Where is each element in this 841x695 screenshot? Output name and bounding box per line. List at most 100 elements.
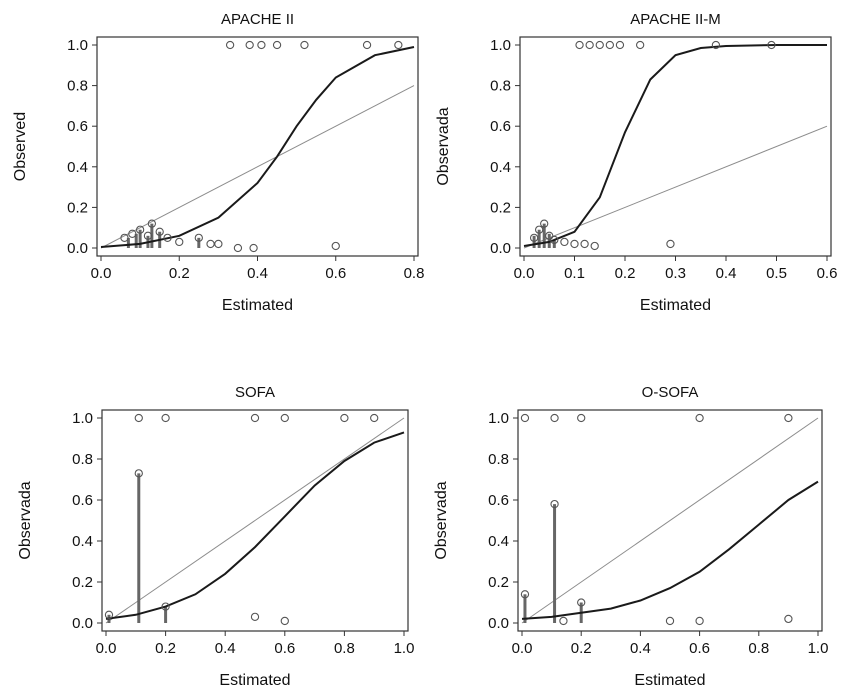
chart-title: O-SOFA: [642, 384, 699, 401]
data-point: [163, 233, 172, 242]
data-point: [560, 237, 569, 247]
data-point: [590, 241, 599, 251]
x-tick-label: 0.1: [564, 265, 585, 282]
x-tick-label: 0.8: [334, 640, 355, 657]
y-axis-label: Observada: [17, 481, 34, 559]
y-axis-label: Observada: [433, 481, 450, 559]
y-tick-label: 1.0: [490, 37, 511, 54]
data-point: [120, 233, 129, 242]
x-tick-label: 0.4: [716, 265, 737, 282]
data-point: [134, 413, 143, 423]
x-tick-label: 0.6: [817, 265, 838, 282]
reference-line: [100, 85, 415, 249]
x-tick-label: 0.4: [247, 265, 268, 282]
data-point: [143, 231, 153, 240]
y-tick-label: 0.8: [488, 451, 509, 468]
data-point: [520, 590, 530, 599]
x-tick-label: 0.0: [96, 640, 117, 657]
x-tick-label: 1.0: [394, 640, 415, 657]
x-tick-label: 0.0: [512, 640, 533, 657]
data-point: [550, 235, 559, 245]
data-point: [665, 616, 675, 626]
data-point: [585, 40, 594, 50]
chart-title: APACHE II: [221, 11, 294, 28]
data-point: [362, 40, 372, 50]
y-tick-label: 0.8: [72, 451, 93, 468]
x-axis-label: Estimated: [219, 672, 290, 689]
x-tick-label: 0.6: [325, 265, 346, 282]
fitted-curve: [105, 431, 405, 620]
x-tick-label: 0.3: [665, 265, 686, 282]
chart-panel-2: APACHE II-M 0.0 0.2 0.4 0.6 0.8 1.0 0.0 0.1 0.2 0.…: [435, 11, 837, 314]
data-point: [550, 499, 559, 509]
data-point: [394, 40, 403, 50]
data-point: [784, 413, 793, 423]
y-tick-label: 0.6: [488, 492, 509, 509]
data-point: [250, 612, 260, 621]
x-tick-label: 0.2: [615, 265, 636, 282]
x-tick-label: 0.0: [514, 265, 535, 282]
data-point: [161, 413, 170, 423]
data-point: [666, 239, 675, 249]
plot-frame: [517, 409, 823, 632]
data-point: [695, 413, 704, 423]
chart-title: SOFA: [235, 384, 275, 401]
data-point: [134, 469, 143, 478]
y-tick-label: 0.6: [490, 118, 511, 135]
plot-area: [520, 413, 819, 626]
fitted-curve: [100, 46, 415, 248]
fitted-curve: [523, 44, 827, 247]
data-point: [520, 413, 530, 423]
chart-panel-4: O-SOFA 0.0 0.2 0.4 0.6 0.8 1.0 0.0 0.2 0.4 0.6 0.8 1…: [433, 384, 828, 689]
data-point: [233, 243, 243, 253]
data-point: [580, 239, 589, 249]
data-point: [249, 243, 258, 253]
y-axis-label: Observed: [12, 112, 29, 181]
data-point: [370, 413, 379, 423]
data-point: [175, 237, 184, 247]
data-point: [250, 413, 260, 423]
data-point: [135, 225, 145, 234]
y-tick-label: 0.6: [67, 118, 88, 135]
data-point: [575, 40, 584, 50]
y-tick-label: 0.0: [488, 615, 509, 632]
data-point: [194, 233, 203, 242]
data-point: [340, 413, 349, 423]
data-point: [559, 616, 568, 626]
y-tick-label: 0.8: [67, 78, 88, 95]
y-tick-label: 0.2: [72, 574, 93, 591]
x-tick-label: 0.4: [630, 640, 651, 657]
plot-area: [100, 40, 415, 253]
chart-panel-1: APACHE II 0.0 0.2 0.4 0.6 0.8 1.0 0.0 0.2 0.4 0.6 0…: [12, 11, 424, 314]
x-tick-label: 0.6: [689, 640, 710, 657]
x-tick-label: 0.4: [215, 640, 236, 657]
x-axis-label: Estimated: [222, 297, 293, 314]
data-point: [147, 219, 157, 228]
data-point: [280, 413, 289, 423]
data-point: [331, 241, 340, 251]
data-point: [245, 40, 254, 50]
y-tick-label: 0.4: [67, 159, 88, 176]
y-tick-label: 1.0: [67, 37, 88, 54]
plot-frame: [96, 36, 419, 257]
y-tick-label: 0.8: [490, 78, 511, 95]
x-tick-label: 1.0: [808, 640, 829, 657]
x-tick-label: 0.8: [404, 265, 425, 282]
x-tick-label: 0.8: [748, 640, 769, 657]
y-tick-label: 0.4: [490, 159, 511, 176]
data-point: [711, 40, 721, 50]
y-tick-label: 0.0: [490, 240, 511, 257]
data-point: [535, 225, 544, 234]
data-point: [550, 413, 559, 423]
data-point: [214, 239, 223, 249]
data-point: [161, 602, 170, 611]
y-tick-label: 0.2: [488, 574, 509, 591]
data-point: [695, 616, 704, 626]
y-tick-label: 1.0: [72, 410, 93, 427]
chart-title: APACHE II-M: [630, 11, 721, 28]
data-point: [206, 239, 215, 249]
y-tick-label: 0.4: [488, 533, 509, 550]
data-point: [155, 227, 164, 236]
